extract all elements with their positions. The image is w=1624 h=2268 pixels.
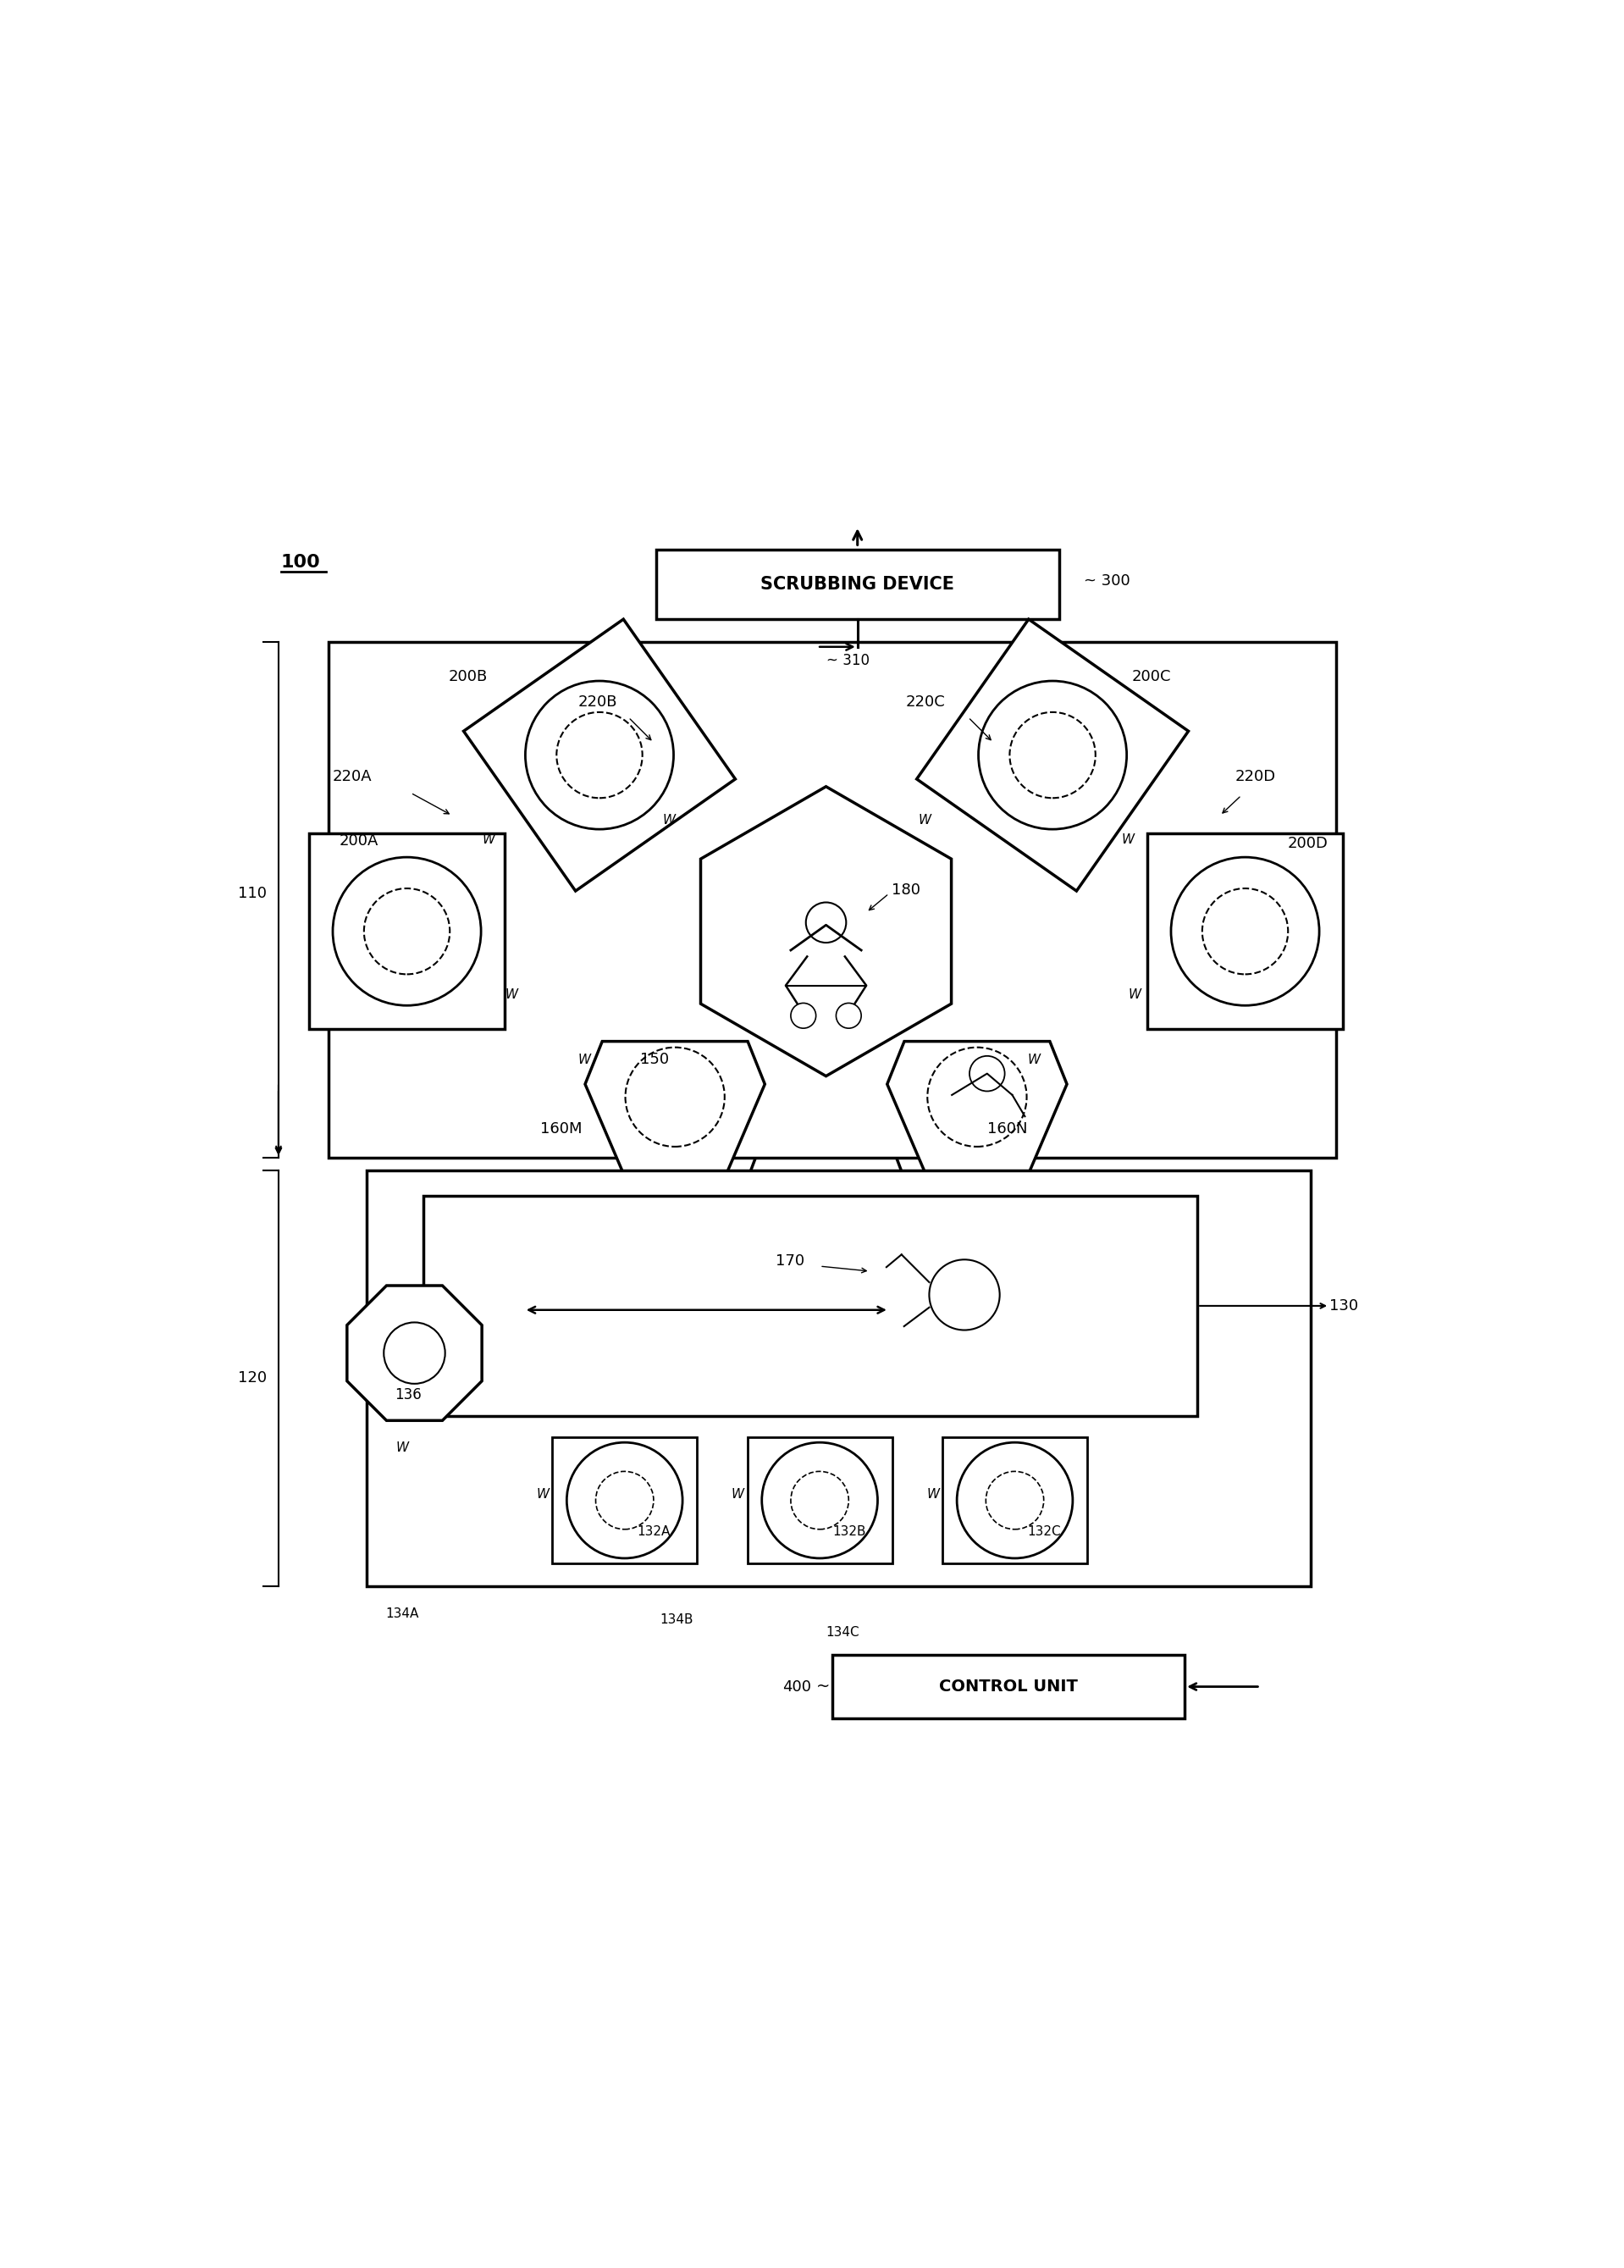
Circle shape bbox=[978, 680, 1127, 830]
Text: W: W bbox=[731, 1488, 744, 1501]
Bar bbox=[424, 1195, 1197, 1415]
Polygon shape bbox=[348, 1286, 482, 1420]
Text: W: W bbox=[1122, 832, 1135, 846]
Text: W: W bbox=[663, 814, 676, 828]
Circle shape bbox=[806, 903, 846, 943]
Bar bbox=[328, 642, 1335, 1159]
Circle shape bbox=[383, 1322, 445, 1383]
Text: 110: 110 bbox=[239, 887, 266, 900]
Polygon shape bbox=[309, 835, 505, 1030]
Text: W: W bbox=[482, 832, 495, 846]
Text: 132A: 132A bbox=[637, 1526, 671, 1538]
Text: 134A: 134A bbox=[385, 1608, 419, 1619]
Text: 200A: 200A bbox=[339, 832, 378, 848]
Polygon shape bbox=[503, 896, 682, 966]
Text: 136: 136 bbox=[395, 1388, 421, 1402]
Text: W: W bbox=[918, 814, 931, 828]
Text: W: W bbox=[578, 1052, 591, 1066]
Circle shape bbox=[567, 1442, 682, 1558]
Text: 400: 400 bbox=[783, 1678, 810, 1694]
Polygon shape bbox=[1148, 835, 1343, 1030]
Text: W: W bbox=[536, 1488, 549, 1501]
Polygon shape bbox=[585, 1041, 765, 1175]
Text: W: W bbox=[505, 989, 518, 1000]
Bar bbox=[747, 1438, 892, 1563]
Text: 220B: 220B bbox=[578, 694, 617, 710]
Polygon shape bbox=[971, 896, 1148, 966]
Text: 220C: 220C bbox=[905, 694, 945, 710]
Bar bbox=[367, 1170, 1311, 1585]
Text: W: W bbox=[396, 1440, 408, 1454]
Bar bbox=[656, 549, 1059, 619]
Text: 220A: 220A bbox=[333, 769, 372, 785]
Circle shape bbox=[957, 1442, 1073, 1558]
Circle shape bbox=[970, 1057, 1005, 1091]
Text: 132B: 132B bbox=[833, 1526, 866, 1538]
Text: 200B: 200B bbox=[448, 669, 487, 685]
Bar bbox=[833, 1656, 1186, 1719]
Text: SCRUBBING DEVICE: SCRUBBING DEVICE bbox=[760, 576, 955, 592]
Text: 134B: 134B bbox=[659, 1613, 693, 1626]
Text: 150: 150 bbox=[640, 1052, 669, 1068]
Circle shape bbox=[525, 680, 674, 830]
Polygon shape bbox=[866, 1039, 1004, 1184]
Text: 220D: 220D bbox=[1234, 769, 1276, 785]
Text: 120: 120 bbox=[239, 1370, 266, 1386]
Circle shape bbox=[791, 1002, 815, 1027]
Circle shape bbox=[762, 1442, 877, 1558]
Circle shape bbox=[836, 1002, 861, 1027]
Text: 160N: 160N bbox=[987, 1120, 1028, 1136]
Bar bbox=[942, 1438, 1086, 1563]
Text: 200D: 200D bbox=[1288, 835, 1328, 850]
Polygon shape bbox=[648, 1039, 786, 1184]
Text: 134C: 134C bbox=[827, 1626, 859, 1640]
Text: 170: 170 bbox=[776, 1254, 804, 1268]
Text: 200C: 200C bbox=[1132, 669, 1171, 685]
Text: ~ 300: ~ 300 bbox=[1085, 574, 1130, 587]
Text: CONTROL UNIT: CONTROL UNIT bbox=[939, 1678, 1078, 1694]
Text: 160M: 160M bbox=[541, 1120, 583, 1136]
Polygon shape bbox=[867, 755, 940, 823]
Bar bbox=[552, 1438, 697, 1563]
Text: ~: ~ bbox=[815, 1678, 830, 1694]
Text: 180: 180 bbox=[892, 882, 921, 898]
Polygon shape bbox=[916, 619, 1189, 891]
Polygon shape bbox=[463, 619, 736, 891]
Circle shape bbox=[929, 1259, 1000, 1329]
Text: 100: 100 bbox=[281, 553, 320, 572]
Polygon shape bbox=[711, 755, 784, 823]
Circle shape bbox=[1171, 857, 1319, 1005]
Text: W: W bbox=[1129, 989, 1142, 1000]
Text: ~ 310: ~ 310 bbox=[827, 653, 869, 669]
Polygon shape bbox=[887, 1041, 1067, 1175]
Circle shape bbox=[333, 857, 481, 1005]
Text: 132C: 132C bbox=[1028, 1526, 1060, 1538]
Text: W: W bbox=[1028, 1052, 1041, 1066]
Polygon shape bbox=[700, 787, 952, 1075]
Text: 130: 130 bbox=[1330, 1297, 1358, 1313]
Text: W: W bbox=[927, 1488, 939, 1501]
